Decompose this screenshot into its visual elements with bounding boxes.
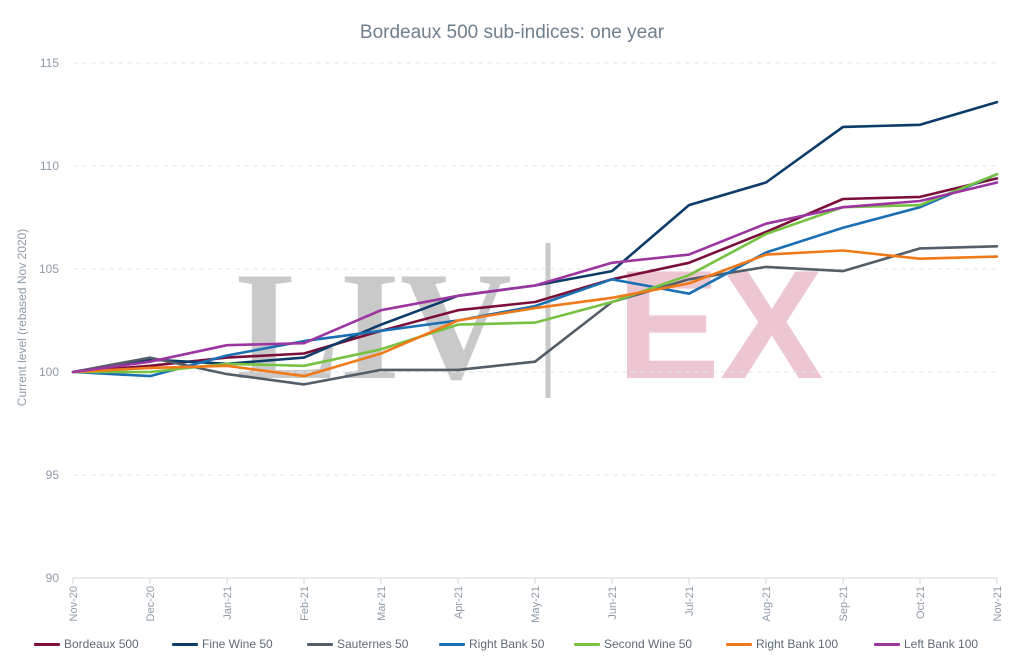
series-line-left-bank-100 <box>71 181 999 374</box>
x-tick-label: Feb-21 <box>299 586 311 621</box>
x-axis-ticks: Nov-20 Dec-20 Jan-21 Feb-21 Mar-21 Apr-21 May-… <box>68 578 1004 623</box>
legend-item: Sauternes 50 <box>307 637 408 651</box>
grid-lines <box>73 62 997 579</box>
legend: Bordeaux 500 Fine Wine 50 Sauternes 50 Righ… <box>34 637 1024 655</box>
legend-swatch <box>439 642 465 646</box>
legend-item: Bordeaux 500 <box>34 637 139 651</box>
x-tick-label: Apr-21 <box>453 586 465 619</box>
legend-label: Fine Wine 50 <box>202 637 273 651</box>
y-axis-ticks: 90 95 100 105 110 115 <box>39 56 59 585</box>
legend-swatch <box>172 642 198 646</box>
x-tick-label: Nov-21 <box>992 586 1004 621</box>
legend-item: Second Wine 50 <box>574 637 692 651</box>
watermark-logo: LIV EX <box>236 238 823 412</box>
series-line-sauternes-50 <box>71 245 999 386</box>
x-tick-label: Aug-21 <box>761 586 773 621</box>
legend-item: Right Bank 50 <box>439 637 544 651</box>
y-tick-label: 100 <box>39 365 59 379</box>
legend-label: Sauternes 50 <box>337 637 409 651</box>
x-tick-label: Jan-21 <box>222 586 234 620</box>
legend-label: Second Wine 50 <box>604 637 693 651</box>
legend-swatch <box>34 642 60 646</box>
x-tick-label: Nov-20 <box>68 586 80 621</box>
x-tick-label: Sep-21 <box>838 586 850 621</box>
legend-item: Left Bank 100 <box>874 637 978 651</box>
chart-title: Bordeaux 500 sub-indices: one year <box>359 22 665 43</box>
series-line-fine-wine-50 <box>71 100 999 374</box>
x-tick-label: Mar-21 <box>376 586 388 621</box>
y-tick-label: 95 <box>46 468 60 482</box>
series-line-right-bank-50 <box>71 172 999 378</box>
y-axis-label: Current level (rebased Nov 2020) <box>15 229 29 406</box>
series-lines <box>71 100 999 386</box>
x-tick-label: Jul-21 <box>684 586 696 616</box>
y-tick-label: 90 <box>46 571 60 585</box>
x-tick-label: Dec-20 <box>145 586 157 621</box>
x-tick-label: May-21 <box>530 586 542 623</box>
watermark-text-right: EX <box>617 238 824 411</box>
legend-label: Bordeaux 500 <box>64 637 139 651</box>
legend-item: Fine Wine 50 <box>172 637 273 651</box>
legend-item: Right Bank 100 <box>726 637 838 651</box>
y-tick-label: 110 <box>40 159 59 173</box>
y-tick-label: 115 <box>40 56 59 70</box>
series-line-right-bank-100 <box>71 249 999 378</box>
legend-swatch <box>874 642 900 646</box>
legend-label: Right Bank 50 <box>469 637 545 651</box>
x-tick-label: Jun-21 <box>607 586 619 620</box>
legend-label: Right Bank 100 <box>756 637 839 651</box>
series-line-second-wine-50 <box>71 172 999 374</box>
legend-swatch <box>726 642 752 646</box>
legend-swatch <box>574 642 600 646</box>
legend-label: Left Bank 100 <box>904 637 979 651</box>
legend-swatch <box>307 642 333 646</box>
watermark-text-left: LIV <box>236 240 512 412</box>
series-line-bordeaux-500 <box>71 177 999 374</box>
y-tick-label: 105 <box>39 262 59 276</box>
x-tick-label: Oct-21 <box>915 586 927 619</box>
